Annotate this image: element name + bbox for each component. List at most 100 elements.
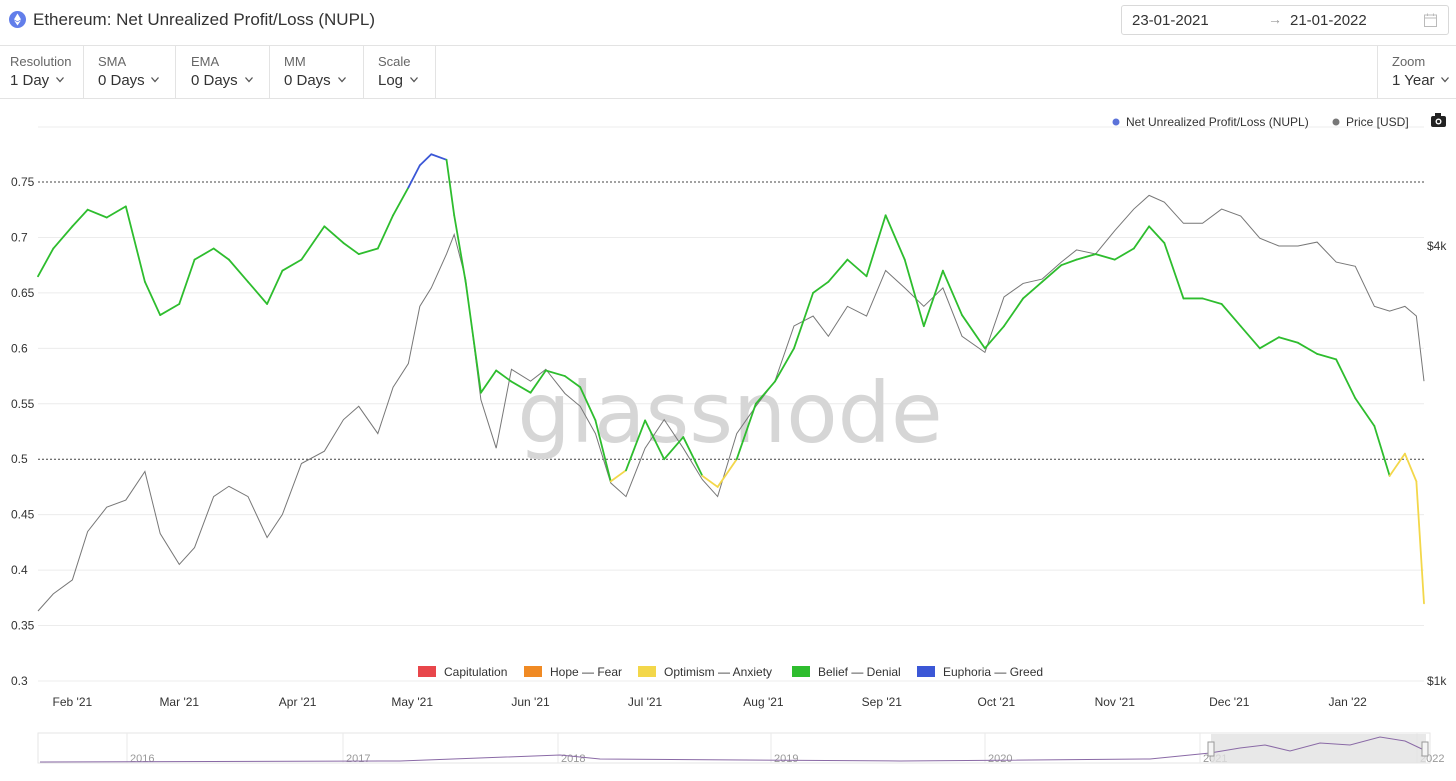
nupl-segment (266, 269, 284, 305)
nupl-segment (453, 214, 467, 283)
series-lines (37, 153, 1425, 612)
chevron-down-icon (151, 77, 159, 83)
nupl-segment (594, 419, 612, 483)
y-tick-label: 0.45 (11, 508, 35, 522)
date-range-picker[interactable]: 23-01-2021 → 21-01-2022 (1121, 5, 1449, 35)
arrow-right-icon: → (1268, 11, 1282, 27)
y-tick-label: 0.3 (11, 674, 28, 688)
nupl-segment (865, 214, 887, 278)
y-tick-label: 0.6 (11, 341, 28, 355)
nupl-segment (735, 402, 757, 461)
nupl-segment (663, 436, 685, 461)
nupl-segment (342, 242, 360, 255)
y-tick-label: 0.7 (11, 230, 28, 244)
sma-value: 0 Days (98, 72, 145, 89)
x-tick-label: Jan '22 (1328, 695, 1367, 709)
nupl-segment (281, 258, 303, 272)
zone-label[interactable]: Optimism — Anxiety (664, 665, 772, 679)
nupl-segment (124, 205, 146, 283)
zone-label[interactable]: Belief — Denial (818, 665, 901, 679)
sma-dropdown[interactable]: SMA 0 Days (84, 46, 176, 98)
nupl-segment (529, 369, 547, 394)
x-tick-label: Jun '21 (511, 695, 550, 709)
nupl-segment (774, 347, 795, 383)
nupl-segment (644, 419, 666, 461)
nupl-segment (625, 419, 646, 472)
navigator-year: 2019 (774, 753, 798, 765)
nupl-segment (212, 247, 230, 261)
navigator-handle-right[interactable] (1421, 741, 1429, 757)
resolution-label: Resolution (10, 54, 72, 69)
nupl-segment (407, 164, 421, 189)
chevron-down-icon (56, 77, 64, 83)
nupl-segment (1022, 280, 1044, 300)
nupl-segment (159, 303, 181, 316)
nupl-segment (193, 247, 215, 261)
x-tick-label: Aug '21 (743, 695, 784, 709)
x-tick-label: Mar '21 (159, 695, 199, 709)
zone-swatch (418, 666, 436, 677)
y2-axis: $4k $1k (1427, 239, 1447, 688)
mm-dropdown[interactable]: MM 0 Days (270, 46, 364, 98)
navigator-line (39, 736, 1425, 763)
x-tick-label: Dec '21 (1209, 695, 1250, 709)
top-legend: Net Unrealized Profit/Loss (NUPL) Price [… (1112, 115, 1409, 129)
legend-label[interactable]: Price [USD] (1346, 115, 1409, 129)
y2-tick-label: $4k (1427, 239, 1447, 253)
nupl-segment (1335, 358, 1357, 400)
legend-marker (1112, 118, 1120, 126)
zoom-dropdown[interactable]: Zoom 1 Year (1377, 46, 1456, 98)
camera-icon[interactable] (1431, 113, 1446, 127)
ema-dropdown[interactable]: EMA 0 Days (176, 46, 270, 98)
ema-value: 0 Days (191, 72, 238, 89)
x-axis: Feb '21 Mar '21 Apr '21 May '21 Jun '21 Jul '… (53, 695, 1368, 709)
nupl-segment (1354, 397, 1376, 427)
chevron-down-icon (410, 77, 418, 83)
nupl-segment (300, 225, 326, 261)
chevron-down-icon (245, 77, 253, 83)
calendar-icon[interactable] (1424, 13, 1437, 27)
zone-label[interactable]: Euphoria — Greed (943, 665, 1043, 679)
nupl-segment (418, 153, 433, 167)
navigator[interactable]: 2016201720182019202020212022 (37, 732, 1444, 765)
nupl-segment (942, 269, 963, 316)
zone-swatch (638, 666, 656, 677)
nupl-segment (495, 369, 513, 383)
chart-toolbar: Resolution 1 Day SMA 0 Days EMA 0 Days M… (0, 46, 1456, 99)
x-tick-label: Oct '21 (978, 695, 1016, 709)
nupl-segment (1163, 242, 1185, 300)
scale-dropdown[interactable]: Scale Log (364, 46, 436, 98)
zone-label[interactable]: Hope — Fear (550, 665, 622, 679)
legend-label[interactable]: Net Unrealized Profit/Loss (NUPL) (1126, 115, 1309, 129)
mm-label: MM (284, 54, 306, 69)
navigator-year: 2016 (130, 753, 154, 765)
nupl-segment (1075, 253, 1097, 261)
sma-label: SMA (98, 54, 127, 69)
nupl-segment (846, 258, 868, 278)
y2-tick-label: $1k (1427, 674, 1447, 688)
date-to-input[interactable]: 21-01-2022 (1290, 12, 1367, 29)
nupl-segment (1041, 264, 1063, 283)
y-tick-label: 0.35 (11, 619, 35, 633)
nupl-segment (1278, 336, 1299, 344)
y-tick-label: 0.5 (11, 452, 28, 466)
navigator-year: 2017 (346, 753, 370, 765)
resolution-dropdown[interactable]: Resolution 1 Day (0, 46, 84, 98)
navigator-selection[interactable] (1211, 734, 1426, 763)
nupl-segment (682, 436, 704, 477)
navigator-handle-left[interactable] (1207, 741, 1215, 757)
y-tick-label: 0.4 (11, 563, 28, 577)
nupl-segment (430, 153, 448, 161)
y-tick-label: 0.65 (11, 286, 35, 300)
zone-label[interactable]: Capitulation (444, 665, 507, 679)
nupl-segment (793, 291, 814, 350)
watermark: glassnode (517, 364, 942, 462)
nupl-segment (701, 474, 719, 488)
nupl-segment (564, 375, 582, 389)
y-tick-label: 0.75 (11, 175, 35, 189)
ethereum-icon (9, 11, 26, 28)
nupl-segment (52, 225, 74, 250)
nupl-chart: glassnode 0.750.70.650.60.550.50.450.40.… (11, 113, 1447, 765)
scale-label: Scale (378, 54, 411, 69)
date-from-input[interactable]: 23-01-2021 (1132, 12, 1209, 29)
